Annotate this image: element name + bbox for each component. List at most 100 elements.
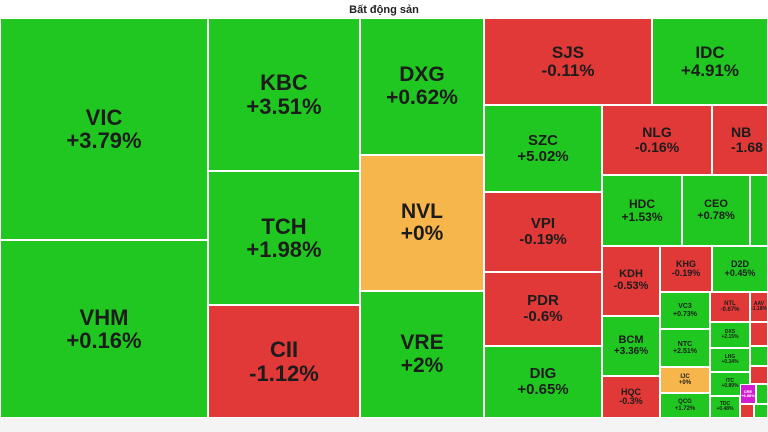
stock-change: +3.51% [246, 93, 322, 119]
stock-change: -0.19% [519, 231, 567, 248]
stock-tile-aav[interactable]: AAV -1.18% [750, 292, 768, 322]
stock-tile-misc-7[interactable] [754, 404, 768, 418]
stock-change: +0% [400, 222, 444, 245]
stock-change: +0.45% [724, 268, 756, 278]
stock-symbol: AAV [753, 300, 765, 307]
stock-tile-vpi[interactable]: VPI -0.19% [484, 192, 602, 272]
stock-symbol: CRE [743, 388, 753, 394]
stock-change: +0.73% [673, 310, 697, 318]
stock-tile-cre[interactable]: CRE +6.88% [740, 384, 756, 404]
stock-tile-sjs[interactable]: SJS -0.11% [484, 18, 652, 105]
sector-treemap: VIC +3.79% VHM +0.16% KBC +3.51% TCH +1.… [0, 18, 768, 418]
stock-symbol: SJS [551, 42, 585, 62]
stock-tile-misc-4[interactable] [750, 366, 768, 384]
stock-tile-lhg[interactable]: LHG +0.34% [710, 348, 750, 372]
stock-tile-ceo[interactable]: CEO +0.78% [682, 175, 750, 246]
stock-change: +1.72% [674, 405, 696, 412]
stock-tile-hqc[interactable]: HQC -0.3% [602, 376, 660, 418]
stock-symbol: KHG [676, 258, 696, 269]
stock-tile-dxs[interactable]: DXS +2.15% [710, 322, 750, 348]
stock-tile-cii[interactable]: CII -1.12% [208, 305, 360, 418]
stock-tile-vhm[interactable]: VHM +0.16% [0, 240, 208, 418]
stock-symbol: VIC [85, 104, 123, 130]
stock-tile-vre[interactable]: VRE +2% [360, 291, 484, 418]
stock-symbol: ITC [725, 377, 735, 384]
stock-change: -0.67% [720, 307, 740, 313]
stock-change: +0.89% [721, 383, 739, 389]
stock-tile-idc[interactable]: IDC +4.91% [652, 18, 768, 105]
stock-tile-dig[interactable]: DIG +0.65% [484, 346, 602, 418]
stock-symbol: DIG [529, 365, 557, 383]
stock-symbol: HDC [629, 196, 655, 211]
stock-symbol: BCM [618, 333, 644, 346]
stock-tile-d2d[interactable]: D2D +0.45% [712, 246, 768, 292]
page-title: Bất động sản [349, 4, 419, 16]
stock-symbol: VHM [79, 304, 129, 330]
stock-change: +5.02% [517, 147, 569, 165]
footer-bar [0, 418, 768, 432]
stock-tile-vic[interactable]: VIC +3.79% [0, 18, 208, 240]
stock-change: -0.53% [613, 280, 649, 292]
stock-symbol: SZC [528, 131, 558, 149]
stock-symbol: TCH [261, 213, 307, 239]
stock-tile-kbc[interactable]: KBC +3.51% [208, 18, 360, 171]
stock-tile-tdc[interactable]: TDC +0.48% [710, 396, 740, 418]
stock-tile-szc[interactable]: SZC +5.02% [484, 105, 602, 192]
stock-symbol: KDH [619, 268, 643, 281]
stock-change: -1.18% [751, 306, 767, 312]
stock-tile-hdc[interactable]: HDC +1.53% [602, 175, 682, 246]
stock-symbol: IJC [680, 373, 690, 380]
stock-symbol: DXS [724, 328, 736, 335]
stock-change: +2.51% [673, 348, 697, 355]
stock-change: +0.16% [66, 328, 142, 353]
stock-tile-tch[interactable]: TCH +1.98% [208, 171, 360, 305]
stock-change: -0.11% [541, 60, 595, 80]
stock-tile-misc-5[interactable] [756, 384, 768, 404]
stock-change: -0.3% [619, 396, 643, 406]
stock-symbol: HQC [621, 386, 641, 397]
stock-tile-nb[interactable]: NB -1.68 [712, 105, 768, 175]
stock-change: +0.78% [697, 209, 735, 222]
stock-tile-misc-2[interactable] [750, 322, 768, 346]
stock-change: +1.53% [621, 209, 663, 224]
stock-symbol: TDC [719, 400, 731, 407]
stock-tile-nlg[interactable]: NLG -0.16% [602, 105, 712, 175]
stock-change: -1.12% [249, 360, 319, 386]
stock-change: +0.34% [721, 359, 739, 365]
stock-change: +1.98% [246, 237, 322, 262]
stock-symbol: NB [731, 124, 752, 141]
stock-change: +4.91% [680, 60, 740, 80]
stock-change: -1.68 [731, 139, 763, 155]
stock-change: +2.15% [721, 334, 739, 340]
stock-tile-bcm[interactable]: BCM +3.36% [602, 316, 660, 376]
stock-change: +3.79% [66, 128, 142, 153]
stock-symbol: VRE [400, 331, 444, 355]
stock-tile-khg[interactable]: KHG -0.19% [660, 246, 712, 292]
stock-symbol: QCG [678, 399, 692, 406]
stock-tile-vc3[interactable]: VC3 +0.73% [660, 292, 710, 329]
stock-tile-ntc[interactable]: NTC +2.51% [660, 329, 710, 367]
stock-change: +6.88% [741, 393, 755, 398]
stock-change: +0.65% [517, 381, 569, 398]
stock-symbol: IDC [695, 42, 725, 62]
stock-change: +0.48% [716, 406, 734, 412]
stock-change: -0.6% [523, 308, 563, 325]
stock-symbol: LHG [724, 353, 736, 360]
stock-tile-misc-1[interactable] [750, 175, 768, 246]
stock-tile-nvl[interactable]: NVL +0% [360, 155, 484, 291]
stock-symbol: D2D [730, 258, 749, 269]
stock-tile-dxg[interactable]: DXG +0.62% [360, 18, 484, 155]
stock-tile-pdr[interactable]: PDR -0.6% [484, 272, 602, 346]
stock-symbol: CEO [704, 197, 728, 210]
stock-change: +2% [400, 353, 444, 377]
stock-symbol: DXG [399, 63, 445, 87]
stock-tile-misc-3[interactable] [750, 346, 768, 366]
stock-symbol: NLG [642, 124, 672, 141]
stock-change: +0.62% [386, 85, 458, 109]
stock-change: +0% [678, 380, 692, 386]
stock-tile-misc-6[interactable] [740, 404, 754, 418]
stock-tile-ijc[interactable]: IJC +0% [660, 367, 710, 393]
stock-tile-ntl[interactable]: NTL -0.67% [710, 292, 750, 322]
stock-tile-qcg[interactable]: QCG +1.72% [660, 393, 710, 418]
stock-tile-kdh[interactable]: KDH -0.53% [602, 246, 660, 316]
